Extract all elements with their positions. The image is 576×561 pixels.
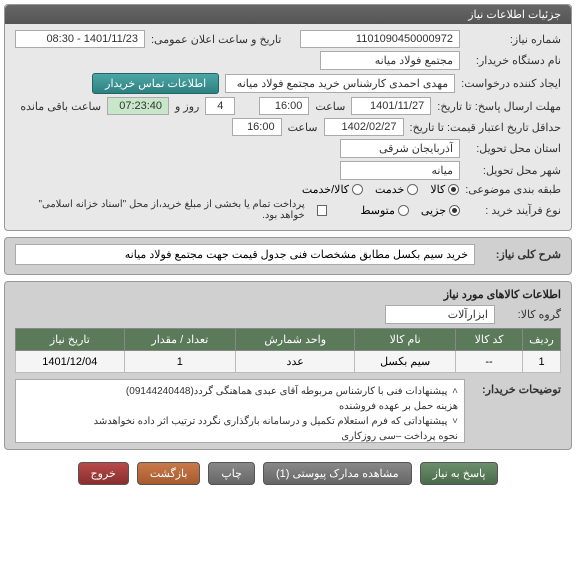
cat-goods-label: کالا: [430, 183, 445, 196]
province-value: آذربایجان شرقی: [340, 139, 460, 158]
city-label: شهر محل تحویل:: [466, 164, 561, 177]
cell-row: 1: [523, 351, 561, 373]
proc-medium-radio[interactable]: متوسط: [360, 204, 409, 217]
attach-label: مشاهده مدارک پیوستی (1): [276, 467, 399, 480]
chevron-down-icon[interactable]: ˅: [452, 414, 458, 429]
cell-qty: 1: [124, 351, 235, 373]
reply-button[interactable]: پاسخ به نیاز: [420, 462, 499, 485]
announce-label: تاریخ و ساعت اعلان عمومی:: [151, 33, 281, 46]
requester-value: مهدی احمدی کارشناس خرید مجتمع فولاد میان…: [225, 74, 455, 93]
need-no-value: 1101090450000972: [300, 30, 460, 48]
radio-dot-icon: [398, 205, 409, 216]
city-value: میانه: [340, 161, 460, 180]
cell-code: --: [456, 351, 523, 373]
time-label-2: ساعت: [288, 121, 318, 134]
need-title-label: شرح کلی نیاز:: [481, 248, 561, 261]
buy-process-label: نوع فرآیند خرید :: [466, 204, 561, 217]
group-value: ابزارآلات: [385, 305, 495, 324]
cat-goods-radio[interactable]: کالا: [430, 183, 459, 196]
days-label: روز و: [175, 100, 199, 113]
payment-checkbox[interactable]: [317, 205, 327, 216]
subject-cat-label: طبقه بندی موضوعی:: [465, 183, 561, 196]
col-unit: واحد شمارش: [236, 329, 355, 351]
province-label: استان محل تحویل:: [466, 142, 561, 155]
back-label: بازگشت: [150, 467, 188, 480]
remain-time: 07:23:40: [107, 97, 169, 115]
proc-partial-label: جزیی: [421, 204, 446, 217]
payment-note: پرداخت تمام یا بخشی از مبلغ خرید،از محل …: [15, 199, 305, 221]
group-label: گروه کالا:: [501, 308, 561, 321]
radio-dot-icon: [449, 205, 460, 216]
buyer-org-label: نام دستگاه خریدار:: [466, 54, 561, 67]
radio-dot-icon: [352, 184, 363, 195]
need-no-label: شماره نیاز:: [466, 33, 561, 46]
time-label-1: ساعت: [315, 100, 345, 113]
resp-time: 16:00: [259, 97, 309, 115]
items-panel: اطلاعات کالاهای مورد نیاز گروه کالا: ابز…: [4, 281, 572, 450]
items-table: ردیف کد کالا نام کالا واحد شمارش تعداد /…: [15, 328, 561, 373]
proc-partial-radio[interactable]: جزیی: [421, 204, 460, 217]
cell-unit: عدد: [236, 351, 355, 373]
col-date: تاریخ نیاز: [16, 329, 125, 351]
footer-buttons: پاسخ به نیاز مشاهده مدارک پیوستی (1) چاپ…: [0, 454, 576, 495]
buy-process-group: جزیی متوسط پرداخت تمام یا بخشی از مبلغ خ…: [15, 199, 460, 221]
contact-buyer-button[interactable]: اطلاعات تماس خریدار: [92, 73, 219, 94]
print-button[interactable]: چاپ: [208, 462, 255, 485]
col-name: نام کالا: [355, 329, 456, 351]
remain-label: ساعت باقی مانده: [20, 100, 101, 113]
cell-name: سیم بکسل: [355, 351, 456, 373]
items-section-title: اطلاعات کالاهای مورد نیاز: [15, 288, 561, 301]
remarks-line3: پیشنهاداتی که فرم استعلام تکمیل و درساما…: [94, 416, 448, 427]
form-body: شماره نیاز: 1101090450000972 تاریخ و ساع…: [5, 24, 571, 230]
attachments-button[interactable]: مشاهده مدارک پیوستی (1): [263, 462, 412, 485]
remarks-line2: هزینه حمل بر عهده فروشنده: [339, 401, 458, 412]
radio-dot-icon: [448, 184, 459, 195]
print-label: چاپ: [221, 467, 242, 480]
col-row: ردیف: [523, 329, 561, 351]
cat-goods-service-radio[interactable]: کالا/خدمت: [302, 183, 363, 196]
cell-date: 1401/12/04: [16, 351, 125, 373]
need-title-value: خرید سیم بکسل مطابق مشخصات فنی جدول قیمت…: [15, 244, 475, 265]
cat-service-radio[interactable]: خدمت: [375, 183, 418, 196]
remarks-line4: نحوه پرداخت –سی روزکاری: [341, 431, 458, 442]
announce-value: 1401/11/23 - 08:30: [15, 30, 145, 48]
panel-title: جزئیات اطلاعات نیاز: [5, 5, 571, 24]
details-panel: جزئیات اطلاعات نیاز شماره نیاز: 11010904…: [4, 4, 572, 231]
subject-cat-group: کالا خدمت کالا/خدمت: [302, 183, 459, 196]
table-row[interactable]: 1 -- سیم بکسل عدد 1 1401/12/04: [16, 351, 561, 373]
proc-medium-label: متوسط: [360, 204, 395, 217]
back-button[interactable]: بازگشت: [137, 462, 201, 485]
chevron-up-icon[interactable]: ˄: [452, 384, 458, 399]
validity-label: حداقل تاریخ اعتبار قیمت: تا تاریخ:: [410, 121, 561, 134]
cat-gs-label: کالا/خدمت: [302, 183, 349, 196]
exit-button[interactable]: خروج: [78, 462, 129, 485]
remarks-line1: پیشنهادات فنی با کارشناس مربوطه آقای عبد…: [126, 386, 447, 397]
remarks-label: توضیحات خریدار:: [471, 379, 561, 396]
cat-service-label: خدمت: [375, 183, 404, 196]
exit-label: خروج: [91, 467, 116, 480]
validity-time: 16:00: [232, 118, 282, 136]
buyer-org-value: مجتمع فولاد میانه: [320, 51, 460, 70]
need-desc-panel: شرح کلی نیاز: خرید سیم بکسل مطابق مشخصات…: [4, 237, 572, 275]
resp-deadline-label: مهلت ارسال پاسخ: تا تاریخ:: [437, 100, 561, 113]
resp-date: 1401/11/27: [351, 97, 431, 115]
col-qty: تعداد / مقدار: [124, 329, 235, 351]
col-code: کد کالا: [456, 329, 523, 351]
days-value: 4: [205, 97, 235, 115]
reply-label: پاسخ به نیاز: [433, 467, 486, 480]
requester-label: ایجاد کننده درخواست:: [461, 77, 561, 90]
validity-date: 1402/02/27: [324, 118, 404, 136]
remarks-box: ˄ پیشنهادات فنی با کارشناس مربوطه آقای ع…: [15, 379, 465, 443]
radio-dot-icon: [407, 184, 418, 195]
